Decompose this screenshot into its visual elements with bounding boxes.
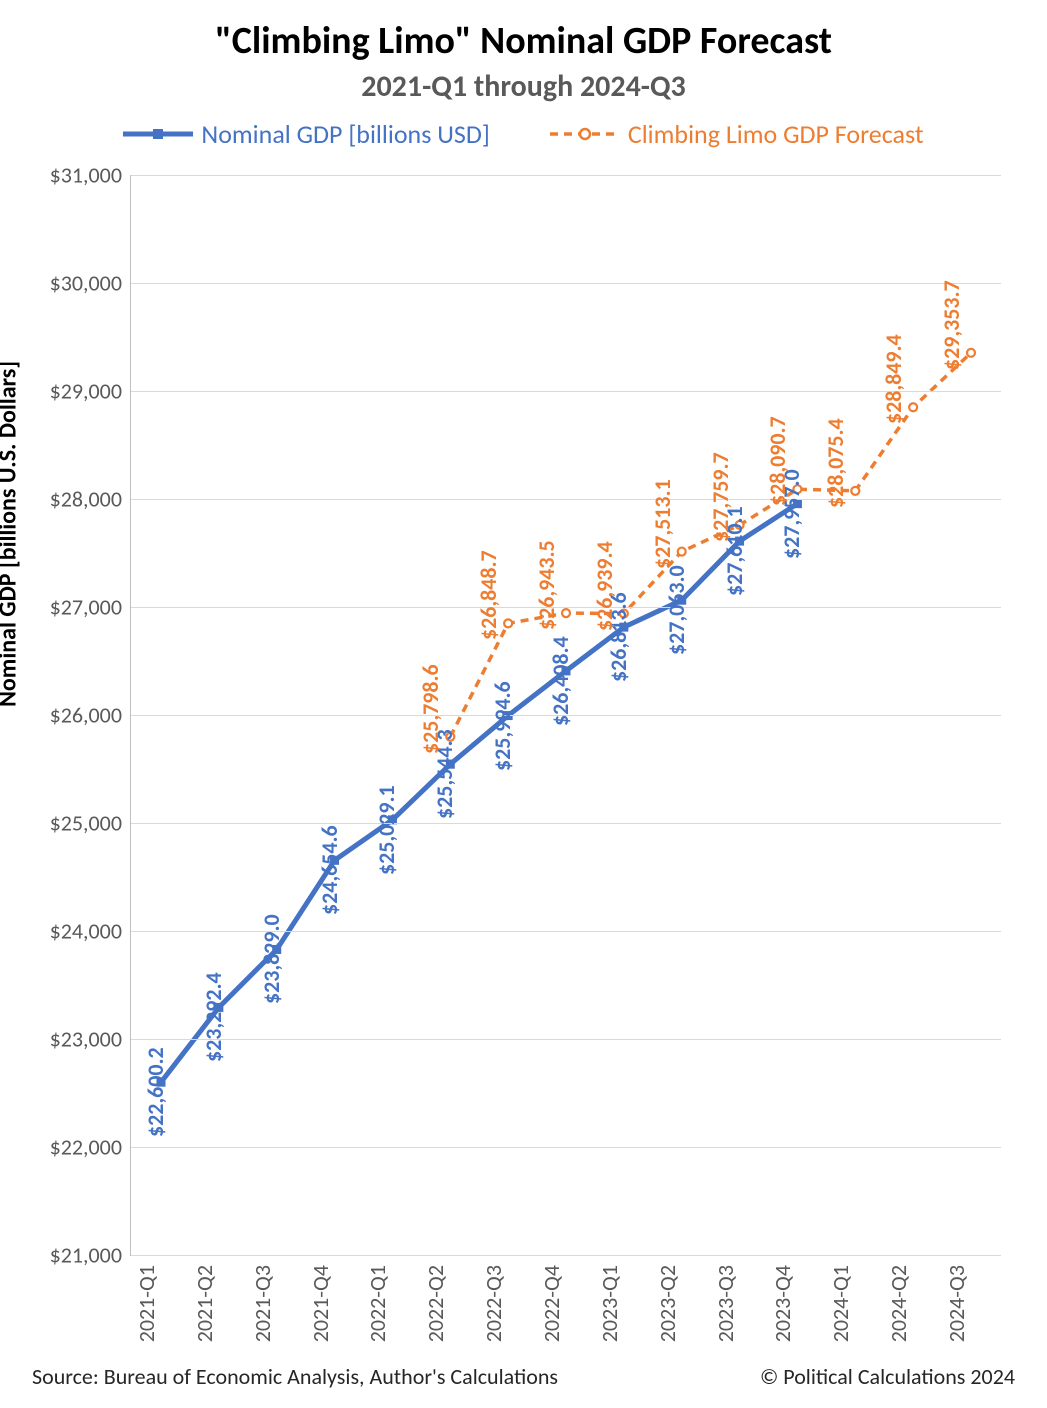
x-tick-label: 2022-Q4	[538, 1265, 565, 1342]
data-label: $29,353.7	[938, 280, 965, 370]
gridline	[131, 391, 1001, 392]
data-label: $26,943.5	[533, 540, 560, 630]
data-label: $25,029.1	[373, 785, 400, 875]
data-label: $25,798.6	[417, 664, 444, 754]
data-label: $28,090.7	[764, 417, 791, 507]
x-tick-label: 2024-Q2	[885, 1265, 912, 1342]
data-label: $25,994.6	[489, 681, 516, 771]
x-tick-label: 2023-Q1	[596, 1265, 623, 1342]
x-tick-label: 2021-Q1	[133, 1265, 160, 1342]
y-tick-label: $29,000	[50, 378, 122, 405]
data-label: $28,075.4	[822, 418, 849, 508]
gridline	[131, 1255, 1001, 1256]
gridline	[131, 283, 1001, 284]
copyright: © Political Calculations 2024	[760, 1363, 1015, 1390]
data-label: $24,654.6	[316, 826, 343, 916]
data-label: $26,939.4	[591, 541, 618, 631]
data-marker	[678, 548, 686, 556]
x-tick-label: 2023-Q3	[712, 1265, 739, 1342]
legend-label-2: Climbing Limo GDP Forecast	[628, 118, 924, 150]
y-tick-label: $27,000	[50, 594, 122, 621]
y-tick-label: $31,000	[50, 162, 122, 189]
gridline	[131, 1039, 1001, 1040]
data-label: $27,759.7	[707, 452, 734, 542]
data-marker	[562, 609, 570, 617]
data-label: $27,063.0	[663, 566, 690, 656]
x-tick-label: 2024-Q1	[827, 1265, 854, 1342]
data-label: $23,829.0	[258, 915, 285, 1005]
y-tick-label: $22,000	[50, 1134, 122, 1161]
data-label: $28,849.4	[880, 335, 907, 425]
y-axis-title: Nominal GDP [billions U.S. Dollars]	[0, 361, 23, 707]
legend: Nominal GDP [billions USD] Climbing Limo…	[0, 118, 1047, 150]
legend-swatch-2	[550, 122, 620, 146]
x-tick-label: 2021-Q3	[249, 1265, 276, 1342]
gridline	[131, 607, 1001, 608]
gridline	[131, 499, 1001, 500]
data-marker	[851, 487, 859, 495]
y-tick-label: $23,000	[50, 1026, 122, 1053]
legend-label-1: Nominal GDP [billions USD]	[201, 118, 489, 150]
y-tick-label: $28,000	[50, 486, 122, 513]
y-tick-label: $26,000	[50, 702, 122, 729]
data-label: $26,408.4	[547, 636, 574, 726]
x-tick-label: 2021-Q4	[307, 1265, 334, 1342]
data-label: $26,848.7	[475, 551, 502, 641]
y-tick-label: $24,000	[50, 918, 122, 945]
chart-title: "Climbing Limo" Nominal GDP Forecast	[0, 18, 1047, 64]
legend-item-2: Climbing Limo GDP Forecast	[550, 118, 924, 150]
x-tick-label: 2023-Q4	[769, 1265, 796, 1342]
gridline	[131, 175, 1001, 176]
data-marker	[504, 619, 512, 627]
x-tick-label: 2022-Q1	[364, 1265, 391, 1342]
source-attribution: Source: Bureau of Economic Analysis, Aut…	[32, 1363, 558, 1390]
x-tick-label: 2024-Q3	[943, 1265, 970, 1342]
legend-swatch-1	[123, 122, 193, 146]
y-tick-label: $21,000	[50, 1242, 122, 1269]
chart-container: "Climbing Limo" Nominal GDP Forecast 202…	[0, 0, 1047, 1408]
gridline	[131, 1147, 1001, 1148]
data-label: $27,513.1	[649, 479, 676, 569]
x-tick-label: 2022-Q3	[480, 1265, 507, 1342]
chart-subtitle: 2021-Q1 through 2024-Q3	[0, 68, 1047, 105]
x-tick-label: 2022-Q2	[422, 1265, 449, 1342]
x-tick-label: 2023-Q2	[654, 1265, 681, 1342]
plot-area: 2021-Q12021-Q22021-Q32021-Q42022-Q12022-…	[130, 175, 1001, 1256]
gridline	[131, 823, 1001, 824]
data-label: $22,600.2	[142, 1048, 169, 1138]
legend-item-1: Nominal GDP [billions USD]	[123, 118, 489, 150]
data-marker	[967, 349, 975, 357]
y-tick-label: $30,000	[50, 270, 122, 297]
y-tick-label: $25,000	[50, 810, 122, 837]
data-marker	[909, 403, 917, 411]
x-tick-label: 2021-Q2	[191, 1265, 218, 1342]
data-label: $23,292.4	[200, 973, 227, 1063]
